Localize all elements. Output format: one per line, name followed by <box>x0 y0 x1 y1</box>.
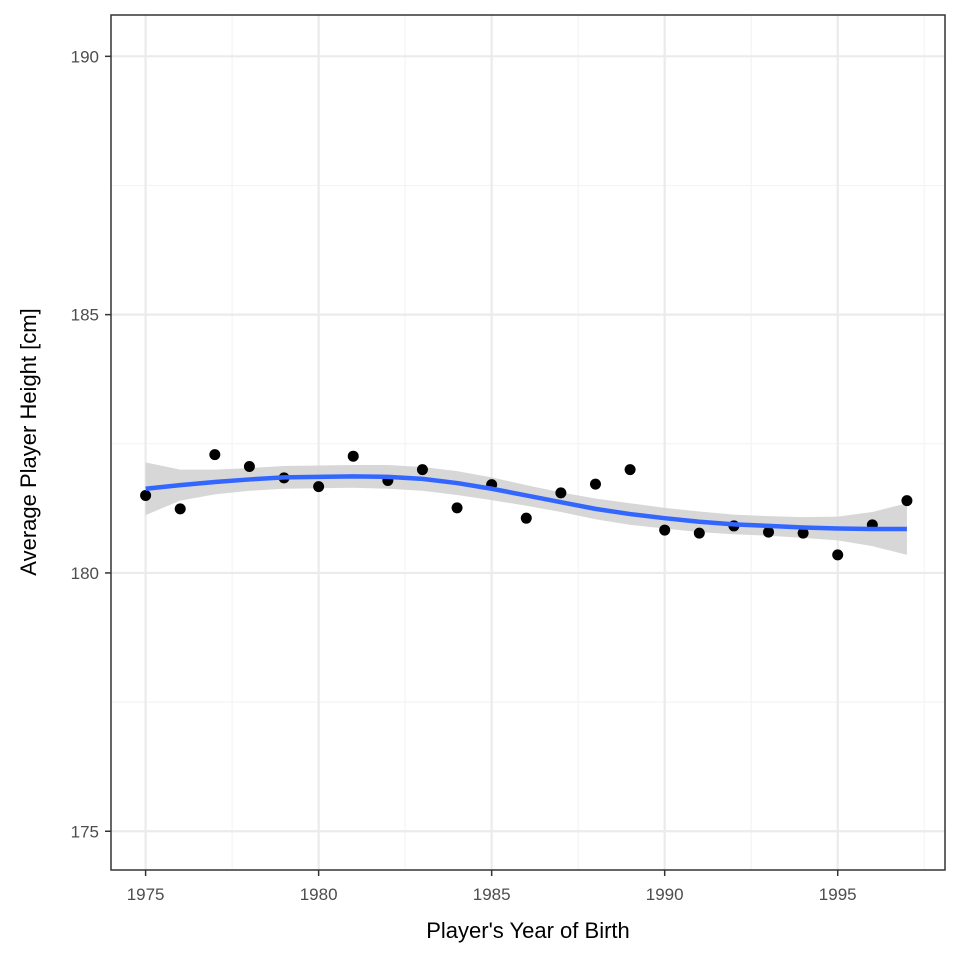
data-point <box>589 478 601 490</box>
x-axis-title: Player's Year of Birth <box>426 918 630 943</box>
y-axis-title: Average Player Height [cm] <box>16 308 41 575</box>
data-point <box>243 461 255 473</box>
grid-minor <box>111 15 945 870</box>
x-tick-label: 1980 <box>300 885 338 904</box>
data-point <box>347 450 359 462</box>
data-point <box>901 495 913 507</box>
x-tick-label: 1995 <box>819 885 857 904</box>
data-point <box>451 502 463 514</box>
y-tick-label: 185 <box>71 306 99 325</box>
y-tick-label: 180 <box>71 564 99 583</box>
data-point <box>209 449 221 461</box>
data-point <box>693 527 705 539</box>
data-point <box>416 464 428 476</box>
x-tick-label: 1985 <box>473 885 511 904</box>
y-axis: 175 180 185 190 <box>71 47 111 841</box>
panel-border <box>110 14 946 871</box>
data-point <box>140 489 152 501</box>
data-point <box>832 549 844 561</box>
x-tick-label: 1975 <box>127 885 165 904</box>
smooth-line <box>145 474 907 532</box>
data-point <box>174 503 186 515</box>
data-point <box>555 487 567 499</box>
y-tick-label: 190 <box>71 47 99 66</box>
confidence-band <box>145 462 907 555</box>
data-point <box>313 481 325 493</box>
panel-background <box>111 15 945 870</box>
data-point <box>797 527 809 539</box>
data-point <box>624 464 636 476</box>
x-tick-label: 1990 <box>646 885 684 904</box>
data-point <box>763 526 775 538</box>
y-tick-label: 175 <box>71 822 99 841</box>
data-point <box>659 524 671 536</box>
data-point <box>520 512 532 524</box>
x-axis: 1975 1980 1985 1990 1995 <box>127 870 857 904</box>
grid-major <box>111 15 945 870</box>
